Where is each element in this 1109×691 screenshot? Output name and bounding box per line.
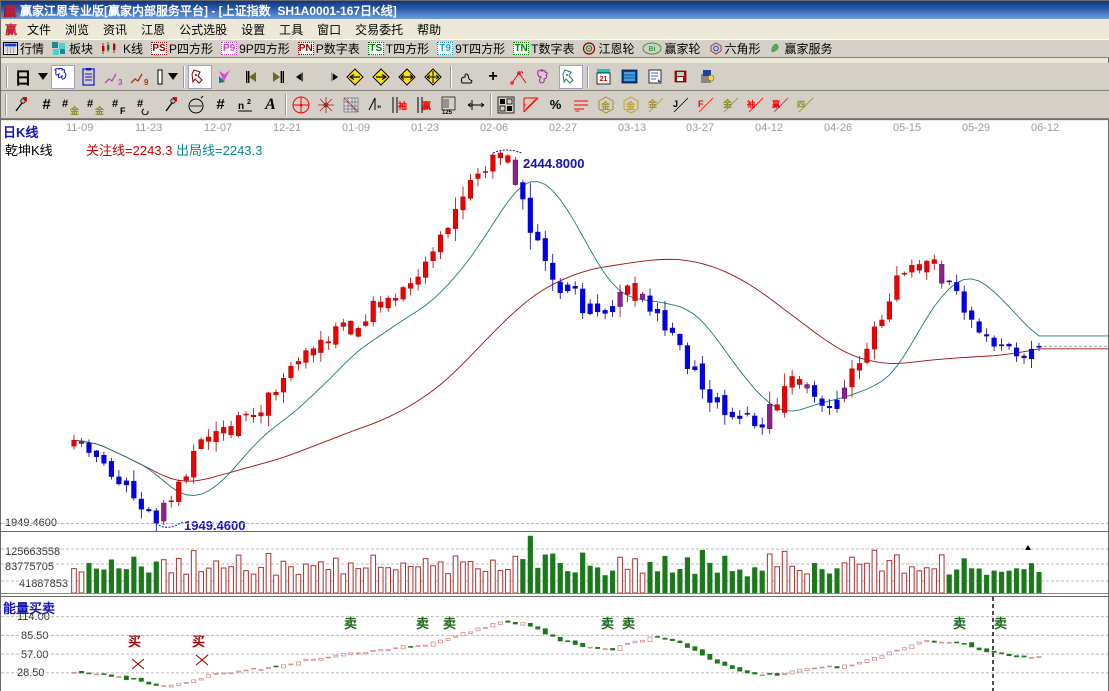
- svg-text:21: 21: [600, 76, 608, 83]
- svg-text:×: ×: [523, 103, 527, 109]
- svg-text:#: #: [62, 98, 68, 110]
- svg-text:#: #: [87, 98, 93, 110]
- svg-text:125: 125: [442, 110, 453, 115]
- svg-text:Bi: Bi: [649, 46, 656, 53]
- svg-text:=: =: [575, 106, 580, 115]
- svg-text:J: J: [673, 99, 678, 109]
- svg-text:9: 9: [144, 78, 149, 86]
- svg-text:#: #: [137, 98, 143, 110]
- svg-text:金: 金: [69, 105, 80, 115]
- svg-text:金: 金: [625, 100, 636, 111]
- svg-text:": ": [377, 104, 381, 114]
- svg-text:2: 2: [247, 99, 251, 106]
- svg-text:#: #: [112, 98, 118, 110]
- svg-text:四: 四: [797, 100, 805, 109]
- svg-text:3: 3: [118, 78, 123, 86]
- svg-text:F: F: [698, 99, 704, 109]
- svg-text:袖: 袖: [746, 99, 755, 109]
- svg-text:金: 金: [647, 98, 658, 109]
- svg-text:袖: 袖: [397, 100, 407, 111]
- svg-text:n: n: [238, 101, 244, 112]
- svg-text:金: 金: [722, 98, 733, 109]
- svg-text:金: 金: [600, 100, 611, 111]
- svg-text:F: F: [120, 106, 126, 115]
- svg-text:金: 金: [94, 105, 105, 115]
- svg-text:赢: 赢: [422, 100, 431, 111]
- svg-text:赢: 赢: [772, 99, 780, 109]
